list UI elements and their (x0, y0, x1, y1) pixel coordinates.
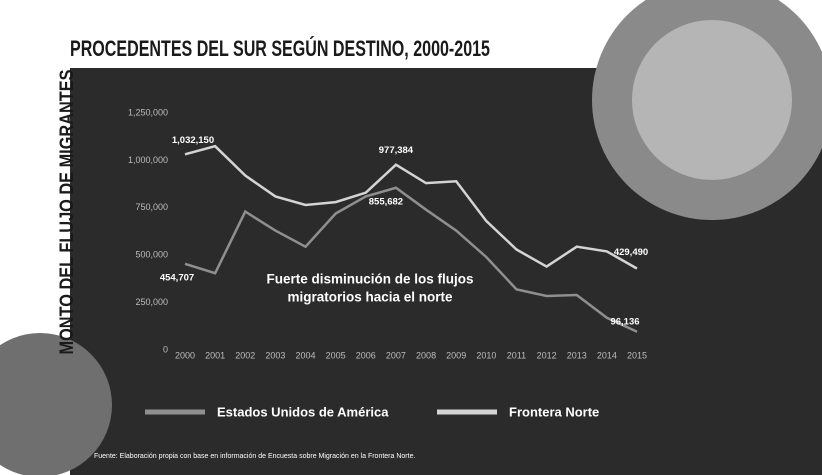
x-tick-label: 2012 (537, 350, 557, 360)
x-tick-label: 2001 (205, 350, 225, 360)
legend-label: Estados Unidos de América (217, 404, 389, 419)
x-tick-label: 2005 (326, 350, 346, 360)
y-axis-title: MONTO DEL FLUJO DE MIGRANTES (57, 70, 78, 355)
x-tick-label: 2000 (175, 350, 195, 360)
x-tick-label: 2013 (567, 350, 587, 360)
x-tick-label: 2014 (597, 350, 617, 360)
x-tick-label: 2008 (416, 350, 436, 360)
value-label: 454,707 (160, 272, 194, 283)
value-label: 855,682 (369, 196, 403, 207)
value-label: 429,490 (614, 247, 648, 258)
source: Fuente: Elaboración propia con base en i… (94, 453, 415, 460)
y-tick-label: 250,000 (135, 297, 168, 307)
x-tick-label: 2009 (446, 350, 466, 360)
x-tick-label: 2006 (356, 350, 376, 360)
x-tick-label: 2011 (507, 350, 526, 360)
value-label: 1,032,150 (172, 135, 214, 146)
legend-label: Frontera Norte (509, 404, 599, 419)
series-line (184, 144, 638, 270)
x-tick-label: 2002 (235, 350, 255, 360)
annotation: Fuerte disminución de los flujos (266, 272, 473, 287)
y-tick-label: 1,250,000 (128, 107, 168, 117)
chart-title: PROCEDENTES DEL SUR SEGÚN DESTINO, 2000-… (70, 36, 490, 61)
y-tick-label: 500,000 (135, 250, 168, 260)
x-tick-label: 2003 (265, 350, 285, 360)
y-tick-label: 0 (163, 344, 168, 354)
x-tick-label: 2015 (627, 350, 647, 360)
y-tick-label: 1,000,000 (128, 155, 168, 165)
photo-bottom (0, 333, 112, 475)
series-line (184, 186, 638, 333)
x-tick-label: 2010 (476, 350, 496, 360)
annotation: migratorios hacia el norte (287, 290, 453, 305)
x-tick-label: 2007 (386, 350, 406, 360)
value-label: 977,384 (379, 145, 414, 156)
value-label: 96,136 (610, 316, 639, 327)
photo-face (632, 20, 792, 180)
y-tick-label: 750,000 (135, 202, 168, 212)
x-tick-label: 2004 (296, 350, 316, 360)
